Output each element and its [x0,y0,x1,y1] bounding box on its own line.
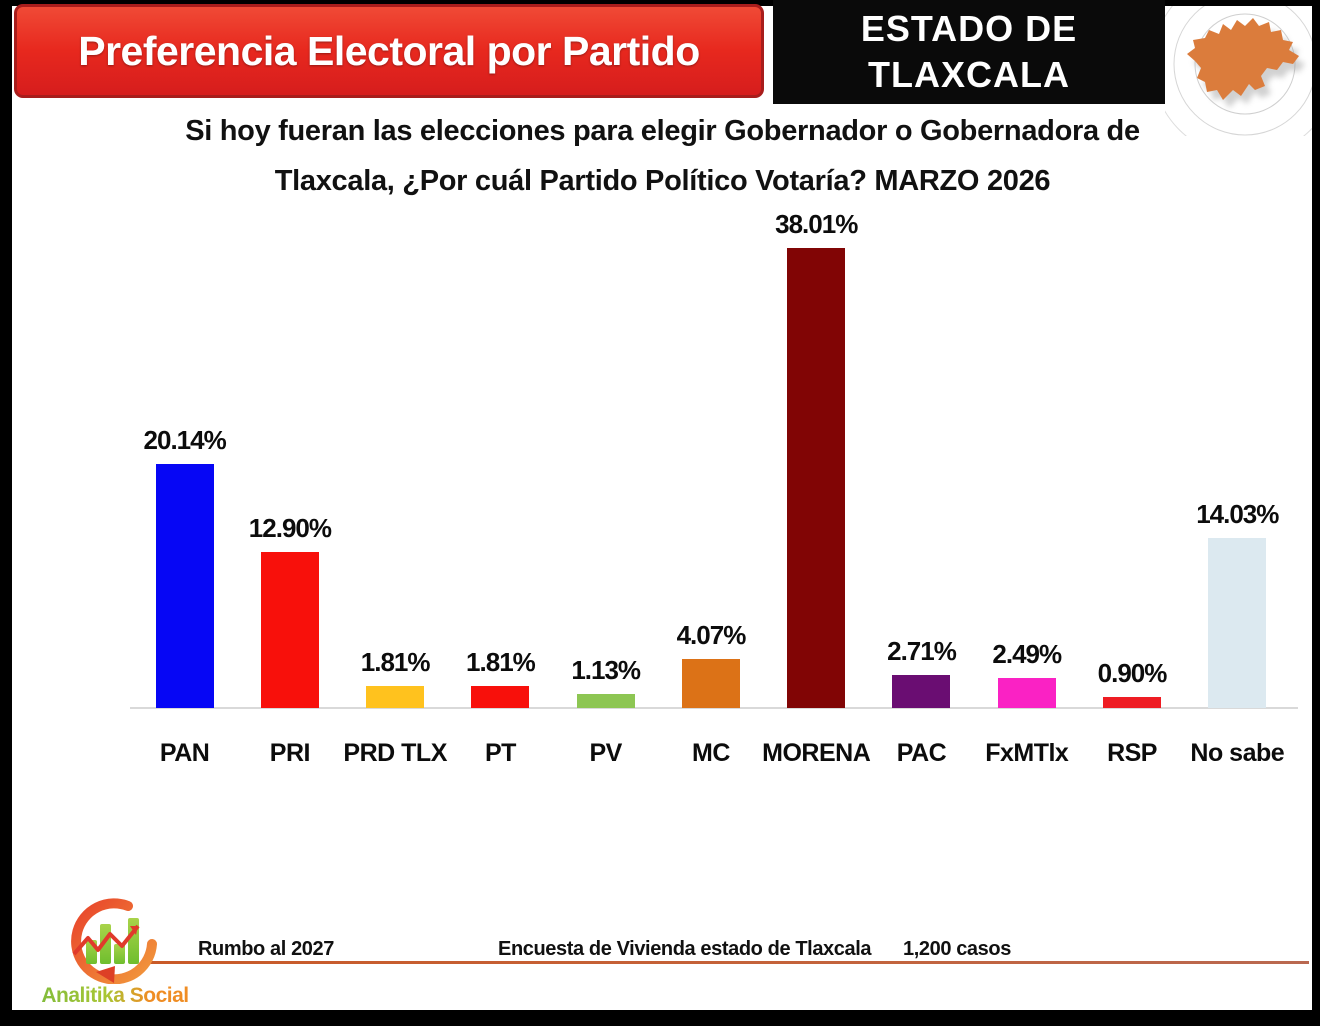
bar-value-label: 1.13% [571,655,641,685]
category-label: FxMTlx [985,739,1069,767]
bar-value-label: 1.81% [466,647,536,677]
category-label: PAN [159,739,210,767]
bar-column-mc: 4.07% MC [658,206,763,776]
bar-column-prd-tlx: 1.81% PRD TLX [343,206,448,776]
footer-survey-label: Encuesta de Vivienda estado de Tlaxcala [498,938,872,960]
bar-column-rsp: 0.90% RSP [1079,206,1184,776]
category-label: No sabe [1190,739,1285,767]
tlaxcala-map-icon [1165,6,1312,136]
category-label: MORENA [762,739,871,767]
bar [260,552,319,708]
bar-value-label: 1.81% [360,647,431,677]
bar [1208,538,1267,708]
category-label: PAC [896,739,947,767]
bar [155,464,214,708]
bar-value-label: 14.03% [1196,499,1279,529]
category-label: PRD TLX [343,739,447,767]
bar-value-label: 20.14% [143,425,227,455]
bar [1103,697,1162,708]
category-label: PRI [269,739,311,767]
bar [681,659,740,708]
bar-value-label: 0.90% [1097,658,1168,688]
bar [471,686,530,708]
content-background [12,6,1312,1010]
footer-sample-size: 1,200 casos [903,938,1011,960]
bar-column-pri: 12.90% PRI [237,206,342,776]
state-title-box: ESTADO DE TLAXCALA [773,0,1165,104]
state-title-line1: ESTADO DE [860,8,1078,49]
category-label: MC [692,739,730,767]
bar-column-no-sabe: 14.03% No sabe [1185,206,1290,776]
bar [366,686,425,708]
bar [576,694,635,708]
footer-rule [143,961,1309,964]
bar [892,675,951,708]
bar-column-fxmtlx: 2.49% FxMTlx [974,206,1079,776]
category-label: RSP [1107,739,1157,767]
chart-columns: 20.14% PAN 12.90% PRI 1.81% PRD TLX 1.81% PT 1.1… [132,206,1290,776]
state-title-line2: TLAXCALA [868,54,1070,95]
footer-campaign-label: Rumbo al 2027 [198,938,334,960]
bar-column-pv: 1.13% PV [553,206,658,776]
x-axis-line [130,707,1298,709]
title-banner: Preferencia Electoral por Partido [14,4,764,98]
bar [787,248,846,708]
bar-value-label: 4.07% [676,620,747,650]
logo-icon [71,898,157,985]
bar-value-label: 2.71% [887,636,957,666]
category-label: PV [589,739,623,767]
bar-column-pac: 2.71% PAC [869,206,974,776]
state-map [1165,6,1312,136]
page-title: Preferencia Electoral por Partido [78,27,700,74]
bar-column-morena: 38.01% MORENA [762,206,871,776]
bar-column-pan: 20.14% PAN [132,206,237,776]
bar-value-label: 2.49% [992,639,1062,669]
logo-wordmark: Analitika Social [30,984,200,1008]
bar [997,678,1056,708]
category-label: PT [484,739,516,767]
analitika-social-logo: Analitika Social [30,898,200,1018]
bar-column-pt: 1.81% PT [448,206,553,776]
survey-question: Si hoy fueran las elecciones para elegir… [185,115,1140,197]
bar-value-label: 12.90% [248,513,332,543]
bar-value-label: 38.01% [775,209,858,239]
bar-chart: 20.14% PAN 12.90% PRI 1.81% PRD TLX 1.81% PT 1.1… [130,206,1298,776]
